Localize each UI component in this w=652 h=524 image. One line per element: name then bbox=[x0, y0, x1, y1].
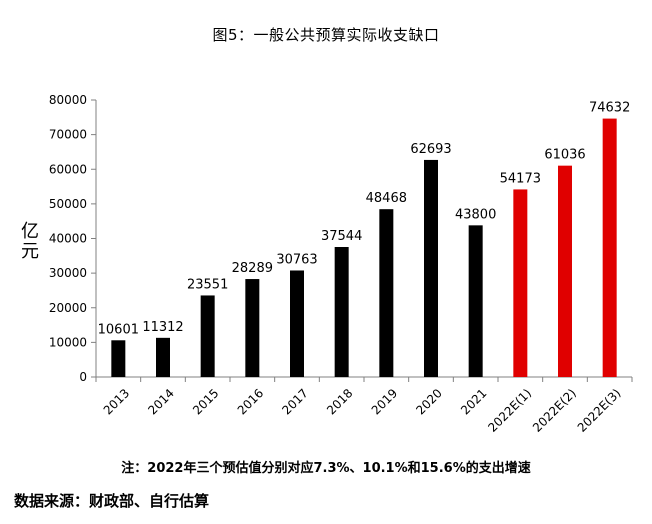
chart-title: 图5：一般公共预算实际收支缺口 bbox=[212, 26, 440, 44]
bar-value-label: 11312 bbox=[142, 320, 183, 335]
bar-value-label: 54173 bbox=[500, 171, 541, 186]
y-tick-label: 30000 bbox=[49, 266, 87, 280]
bar bbox=[602, 118, 617, 377]
x-tick-label: 2014 bbox=[145, 386, 176, 417]
y-axis-unit-label: 元 bbox=[21, 241, 39, 262]
bar bbox=[290, 270, 304, 377]
y-tick-label: 20000 bbox=[49, 301, 87, 315]
bar-value-label: 10601 bbox=[98, 322, 139, 337]
x-tick-label: 2016 bbox=[235, 386, 266, 417]
bar-series bbox=[111, 118, 617, 377]
chart-axes: 0 10000 20000 30000 40000 50000 60000 70000 8000… bbox=[21, 93, 633, 435]
bar bbox=[424, 159, 438, 377]
x-tick-label: 2018 bbox=[324, 386, 355, 417]
x-tick-label: 2013 bbox=[101, 386, 132, 417]
bar-chart: 0 10000 20000 30000 40000 50000 60000 70000 8000… bbox=[21, 93, 633, 435]
bar bbox=[513, 189, 528, 377]
bar bbox=[558, 165, 572, 377]
y-tick-label: 0 bbox=[79, 370, 87, 384]
bar bbox=[468, 225, 483, 377]
y-tick-label: 40000 bbox=[49, 232, 87, 246]
bar bbox=[245, 279, 260, 377]
x-tick-label: 2022E(1) bbox=[485, 386, 534, 435]
x-tick-label: 2021 bbox=[458, 386, 489, 417]
bar bbox=[334, 247, 349, 377]
bar bbox=[379, 209, 394, 377]
x-tick-label: 2020 bbox=[413, 386, 444, 417]
x-tick-label: 2015 bbox=[190, 386, 221, 417]
footnote: 注：2022年三个预估值分别对应7.3%、10.1%和15.6%的支出增速 bbox=[121, 461, 531, 476]
y-axis-unit-label: 亿 bbox=[21, 221, 39, 242]
x-tick-label: 2022E(3) bbox=[575, 386, 624, 435]
bar bbox=[111, 340, 126, 377]
bar-value-label: 74632 bbox=[589, 101, 630, 116]
data-source: 数据来源：财政部、自行估算 bbox=[14, 492, 210, 510]
bar-value-label: 43800 bbox=[455, 207, 496, 222]
y-tick-label: 50000 bbox=[49, 197, 87, 211]
bar-value-label: 23551 bbox=[187, 277, 228, 292]
y-tick-label: 60000 bbox=[49, 162, 87, 176]
y-tick-label: 80000 bbox=[49, 93, 87, 107]
bar bbox=[156, 337, 170, 377]
bar-value-label: 28289 bbox=[232, 261, 273, 276]
x-tick-label: 2022E(2) bbox=[530, 386, 579, 435]
bar-value-label: 62693 bbox=[410, 142, 451, 157]
bar-value-label: 30763 bbox=[276, 252, 317, 267]
bar bbox=[200, 295, 215, 377]
x-tick-label: 2019 bbox=[369, 386, 400, 417]
y-tick-label: 10000 bbox=[49, 335, 87, 349]
bar-value-label: 48468 bbox=[366, 191, 407, 206]
bar-value-label: 37544 bbox=[321, 229, 362, 244]
y-tick-label: 70000 bbox=[49, 128, 87, 142]
x-tick-label: 2017 bbox=[279, 386, 310, 417]
bar-value-label: 61036 bbox=[544, 148, 585, 163]
